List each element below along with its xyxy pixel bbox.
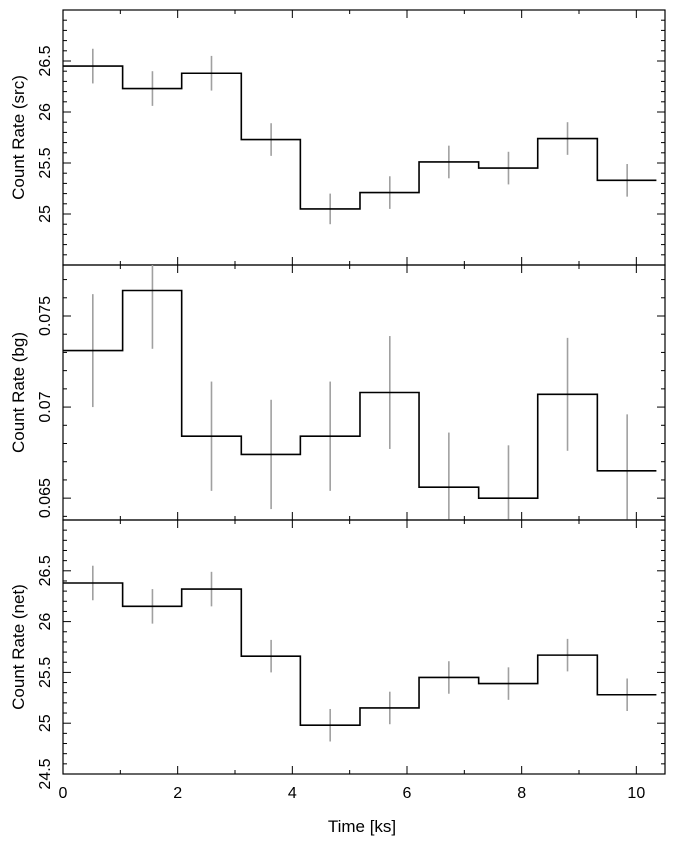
y-tick-label: 26 <box>37 103 54 121</box>
panel-net: 24.5 25 25.5 26 26.5 Count Rate (net) <box>9 519 666 790</box>
x-tick-label: 2 <box>173 785 182 802</box>
x-tick-label: 10 <box>627 785 645 802</box>
y-tick-label: 25.5 <box>37 147 54 178</box>
x-axis-title: Time [ks] <box>328 817 396 836</box>
y-tick-label: 25 <box>37 205 54 223</box>
y-tick-label: 26.5 <box>37 45 54 76</box>
y-axis-title: Count Rate (net) <box>9 584 28 710</box>
x-tick-label: 4 <box>288 785 297 802</box>
y-axis-title: Count Rate (src) <box>9 75 28 200</box>
panel-bg: 0.065 0.07 0.075 Count Rate (bg) <box>9 264 666 521</box>
x-tick-label: 8 <box>517 785 526 802</box>
y-tick-label: 0.075 <box>37 296 54 336</box>
y-axis-title: Count Rate (bg) <box>9 332 28 453</box>
step-line <box>63 65 657 210</box>
x-tick-label: 0 <box>59 785 68 802</box>
y-tick-label: 26.5 <box>37 555 54 586</box>
y-tick-label: 0.07 <box>37 391 54 422</box>
panel-frame <box>62 9 666 266</box>
step-line <box>63 289 657 499</box>
step-line <box>63 582 657 727</box>
y-tick-label: 25.5 <box>37 657 54 688</box>
panel-frame <box>62 519 666 775</box>
y-tick-label: 0.065 <box>37 478 54 518</box>
error-bars <box>92 265 628 520</box>
panel-src: 25 25.5 26 26.5 Count Rate (src) <box>9 9 666 266</box>
y-tick-label: 24.5 <box>37 758 54 789</box>
y-tick-label: 26 <box>37 613 54 631</box>
x-tick-label: 6 <box>403 785 412 802</box>
y-tick-label: 25 <box>37 714 54 732</box>
